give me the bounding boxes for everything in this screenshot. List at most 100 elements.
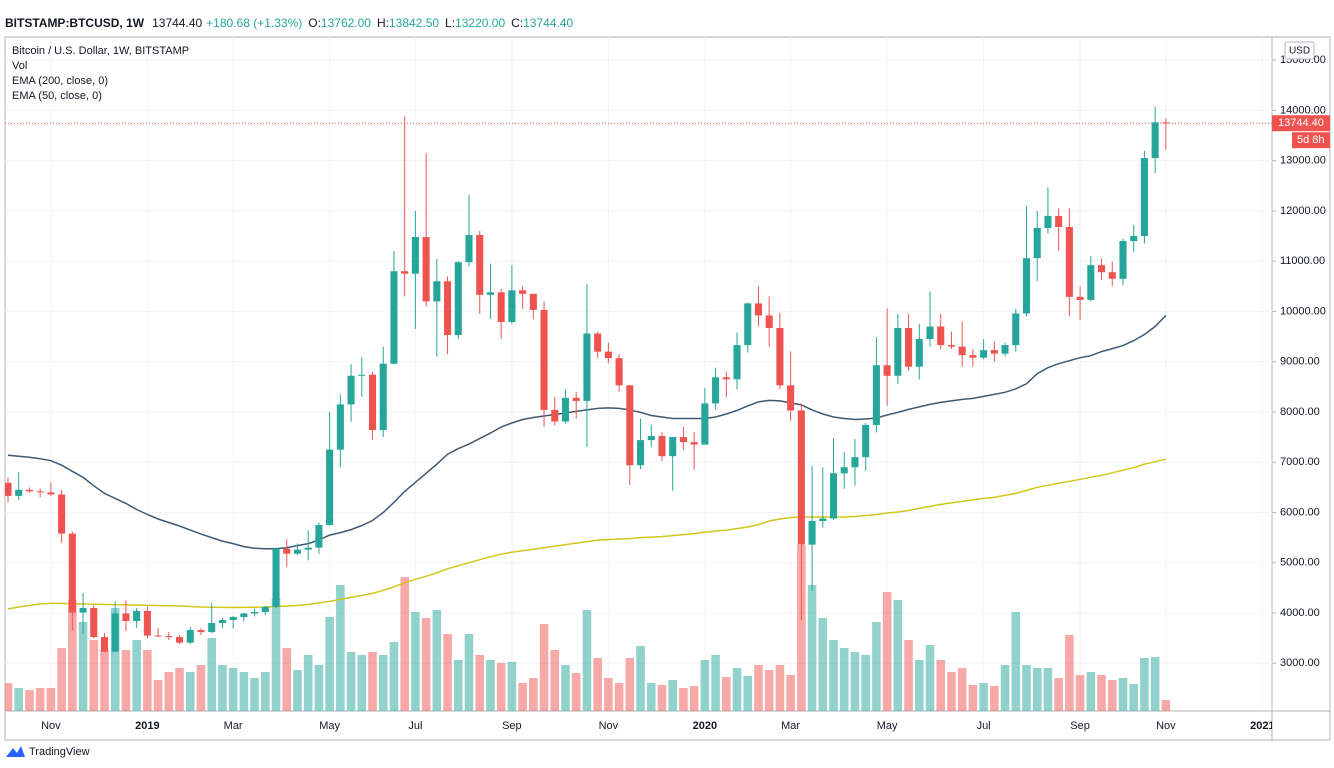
candle-body [122,613,130,622]
volume-bar [722,677,731,711]
candle-body [251,611,259,614]
currency[interactable]: USD [1289,46,1310,57]
x-tick-label: Mar [781,720,800,732]
volume-bar [378,655,388,711]
candle-body [551,409,559,422]
candle-body [326,449,334,526]
candle-body [379,363,387,431]
volume-bar [346,652,356,711]
y-tick-label: 12000.00 [1280,205,1326,217]
volume-bar [797,545,806,711]
volume-bar [1161,700,1171,711]
volume-bar [582,610,592,711]
candle-body [197,630,205,633]
ema-line [7,458,1167,610]
volume-bar [646,683,656,711]
volume-bar [604,678,613,711]
candle-body [336,404,344,450]
volume-bar [914,660,924,711]
ohlc-value: 13744.40 [523,16,573,30]
candle-body [1151,122,1159,159]
volume-bar [432,610,442,711]
volume-bar [657,685,667,711]
volume-bar [250,678,259,711]
volume-bar [443,634,452,711]
candle-body [143,610,151,636]
candle-body [937,326,945,346]
candle-body [476,235,484,295]
x-tick-label: 2020 [693,720,717,732]
ohlc-value: 13220.00 [455,16,505,30]
volume-bar [807,585,817,711]
candle-body [368,374,377,431]
candle-body [111,613,119,652]
volume-bar [228,668,238,711]
candle-body [819,518,827,522]
candle-body [1065,226,1073,297]
candle-body [615,358,623,386]
x-tick-label: Mar [224,720,243,732]
candle-body [422,237,430,302]
candle-body [905,328,913,367]
volume-bar [1022,665,1031,711]
candle-body [25,489,33,492]
candle-body [465,235,473,263]
candle-body [679,437,687,443]
ohlc-key: H: [377,16,389,30]
y-tick-label: 9000.00 [1280,356,1320,368]
volume-bar [453,660,463,711]
candle-body [47,492,55,495]
x-tick-label: Jul [408,720,422,732]
candle-body [186,630,194,643]
y-tick-label: 13000.00 [1280,155,1326,167]
volume-bar [496,663,506,711]
candle-body [304,547,312,550]
volume-bar [775,665,785,711]
candle-body [701,403,709,445]
candle-body [1044,215,1052,228]
volume-bar [100,650,109,711]
ohlc-value: 13762.00 [321,16,371,30]
x-tick-label: Sep [1070,720,1090,732]
volume-bar [464,634,474,711]
volume-bar [732,668,742,711]
candle-body [776,328,784,386]
candle-body [669,437,677,457]
candle-body [1022,258,1031,314]
candle-body [358,374,366,376]
volume-bar [764,670,774,711]
volume-bar [1129,684,1138,711]
volume-bar [293,670,302,711]
candle-body [840,467,848,474]
y-tick-label: 15000.00 [1280,54,1326,66]
volume-bar [68,600,77,711]
y-tick-label: 6000.00 [1280,506,1320,518]
candle-body [486,292,494,295]
volume-bar [207,638,216,711]
ohlc-key: O: [308,16,321,30]
volume-bar [400,577,409,711]
x-tick-label: Sep [502,720,522,732]
volume-bar [57,648,66,711]
candle-body [79,607,87,613]
volume-bar [839,648,849,711]
candle-body [133,610,141,622]
volume-bar [196,665,206,711]
candle-body [969,355,977,358]
volume-bar [411,612,420,711]
candle-body [626,385,634,466]
candle-body [283,548,291,554]
currency-button[interactable] [1284,41,1315,60]
x-tick-label: 2019 [135,720,159,732]
candle-body [529,293,537,310]
volume-bar [282,648,292,711]
candle-body [722,377,730,380]
candle-body [347,375,355,405]
volume-bar [700,660,710,711]
countdown-tag [1292,132,1330,149]
candle-body [572,397,580,401]
ohlc-key: L: [445,16,455,30]
volume-bar [957,668,967,711]
symbol[interactable]: BITSTAMP:BTCUSD, 1W [5,16,145,30]
volume-bar [261,672,270,711]
